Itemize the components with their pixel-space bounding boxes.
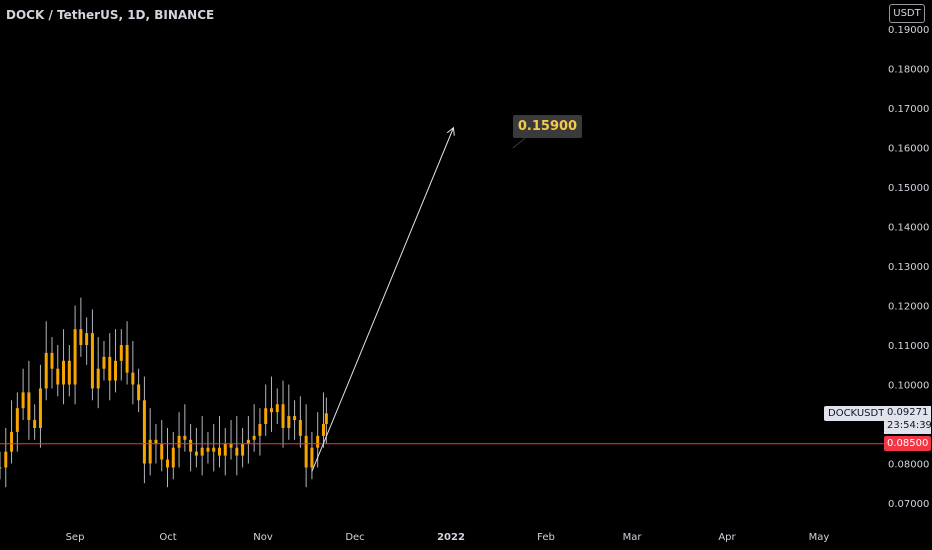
candle-body	[223, 443, 227, 456]
candle-body	[246, 439, 250, 444]
candle-body	[90, 333, 94, 389]
candle-body	[200, 447, 204, 456]
x-tick-label: Dec	[345, 532, 364, 543]
candle-body	[102, 356, 106, 369]
candle-body	[131, 372, 135, 385]
candle-body	[148, 439, 152, 464]
x-tick-label: May	[809, 532, 830, 543]
candle-body	[27, 392, 31, 421]
candle-body	[287, 416, 291, 428]
y-tick-label: 0.07000	[888, 499, 929, 510]
y-tick-label: 0.11000	[888, 341, 929, 352]
candle-body	[241, 443, 245, 456]
candle-body	[194, 451, 198, 456]
candle-body	[79, 329, 83, 345]
candle-body	[324, 413, 328, 424]
y-tick-label: 0.16000	[888, 144, 929, 155]
candle-body	[50, 352, 54, 369]
candle-body	[281, 404, 285, 428]
y-tick-label: 0.12000	[888, 302, 929, 313]
candle-body	[212, 447, 216, 452]
candle-body	[4, 451, 8, 468]
candle-body	[142, 400, 146, 464]
candle-body	[293, 416, 297, 421]
candle-body	[166, 459, 170, 468]
candle-body	[15, 408, 19, 432]
x-tick-label: Feb	[537, 532, 555, 543]
candle-body	[125, 345, 129, 373]
candle-body	[119, 345, 123, 361]
candles-layer	[0, 297, 328, 488]
candle-body	[160, 443, 164, 460]
x-tick-label: 2022	[437, 532, 465, 543]
candle-body	[108, 356, 112, 381]
y-tick-label: 0.17000	[888, 104, 929, 115]
ticker-symbol-label: DOCKUSDT	[824, 406, 884, 421]
candle-body	[137, 384, 141, 401]
candle-body	[189, 439, 193, 452]
candle-body	[62, 360, 66, 385]
candle-body	[96, 368, 100, 389]
target-price-label[interactable]: 0.15900	[513, 115, 582, 138]
candle-body	[252, 435, 256, 440]
arrow-head	[446, 126, 455, 136]
candle-body	[264, 408, 268, 424]
candle-body	[321, 424, 325, 436]
candle-body	[73, 329, 77, 385]
x-tick-label: Apr	[718, 532, 736, 543]
time-axis[interactable]: Sep Oct Nov Dec 2022 Feb Mar Apr May	[66, 532, 830, 543]
y-tick-label: 0.08000	[888, 460, 929, 471]
candle-body	[183, 435, 187, 440]
candle-body	[171, 447, 175, 468]
candle-body	[44, 352, 48, 389]
y-tick-label: 0.18000	[888, 65, 929, 76]
candle-body	[258, 424, 262, 436]
candle-body	[269, 408, 273, 413]
x-tick-label: Nov	[253, 532, 273, 543]
candle-body	[114, 360, 118, 381]
candle-body	[310, 447, 314, 468]
candle-body	[38, 388, 42, 428]
candle-body	[67, 360, 71, 385]
target-label-pointer	[512, 137, 526, 149]
y-tick-label: 0.15000	[888, 183, 929, 194]
candle-body	[235, 447, 239, 456]
candle-body	[298, 420, 302, 436]
x-tick-label: Mar	[623, 532, 643, 543]
candle-body	[304, 435, 308, 468]
currency-button[interactable]: USDT	[889, 4, 925, 23]
projection-arrow[interactable]	[311, 126, 455, 472]
candle-body	[56, 368, 60, 385]
arrow-line[interactable]	[311, 127, 454, 472]
candle-body	[177, 435, 181, 448]
x-tick-label: Oct	[159, 532, 176, 543]
candle-body	[21, 392, 25, 409]
y-tick-label: 0.10000	[888, 381, 929, 392]
y-tick-label: 0.13000	[888, 262, 929, 273]
candle-body	[217, 447, 221, 456]
candle-body	[275, 404, 279, 413]
candle-body	[229, 443, 233, 448]
y-tick-label: 0.19000	[888, 25, 929, 36]
candle-body	[154, 439, 158, 444]
last-price-label: 0.09271 23:54:39	[884, 406, 932, 434]
candle-body	[33, 420, 37, 428]
bar-countdown: 23:54:39	[887, 420, 932, 431]
candle-body	[10, 431, 14, 452]
candle-body	[316, 435, 320, 448]
candle-body	[0, 467, 2, 469]
x-tick-label: Sep	[66, 532, 85, 543]
last-price-value: 0.09271	[887, 407, 929, 418]
candle-body	[85, 333, 89, 345]
chart-title: DOCK / TetherUS, 1D, BINANCE	[6, 8, 215, 22]
y-tick-label: 0.14000	[888, 223, 929, 234]
price-level-label: 0.08500	[884, 436, 931, 451]
candle-body	[206, 447, 210, 452]
